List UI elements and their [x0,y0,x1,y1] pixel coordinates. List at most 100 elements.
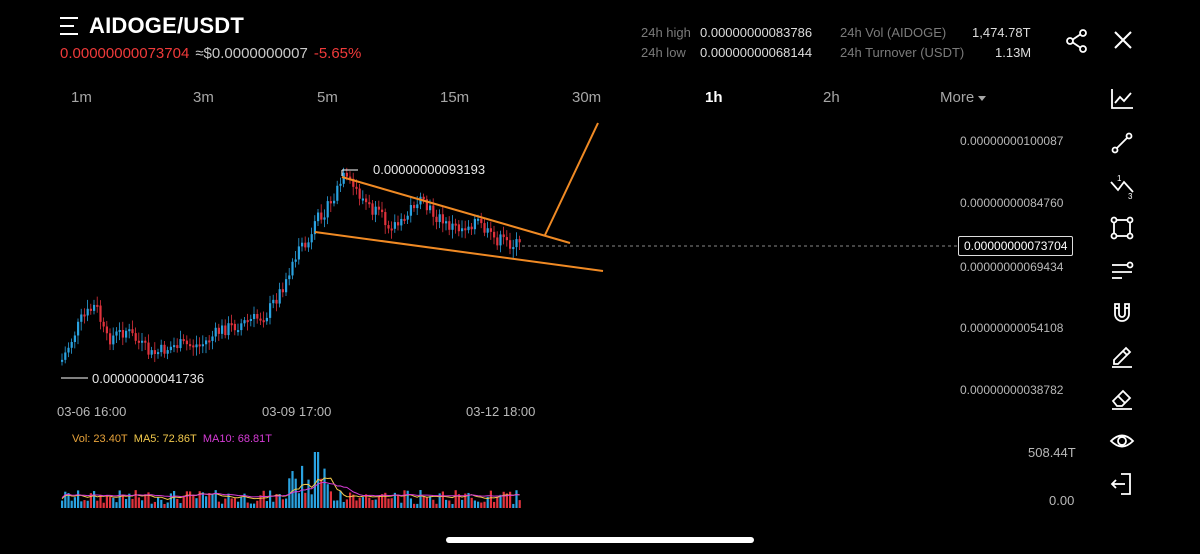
ma5-label: MA5: 72.86T [133,433,197,445]
candle [192,345,195,348]
eraser-icon[interactable] [1108,384,1136,412]
close-icon[interactable] [1112,29,1134,51]
candle [377,206,380,210]
candle [441,214,444,224]
candle [416,204,419,209]
parallel-lines-icon[interactable] [1108,256,1136,284]
candle [93,304,96,311]
y-tick: 0.00000000038782 [960,383,1064,397]
candle [480,218,483,224]
indicator-icon[interactable] [1108,85,1136,113]
candle [211,336,214,341]
candle [374,206,377,215]
tab-more-label: More [940,89,975,106]
volume-bar [493,501,496,508]
stat-low-label: 24h low [641,45,686,60]
candle [400,218,403,226]
candle [515,239,518,248]
menu-icon[interactable] [60,17,82,37]
candle [198,344,201,347]
volume-bar [483,501,486,508]
volume-bar [134,490,137,508]
tab-2h[interactable]: 2h [823,89,840,106]
volume-bar [169,493,172,508]
volume-bar [400,502,403,508]
candle [201,344,204,347]
volume-bar [249,503,252,508]
volume-bar [102,502,105,508]
candle [505,237,508,241]
candle [381,209,384,213]
volume-bar [150,503,153,508]
candle [496,237,499,246]
volume-bar [473,500,476,508]
volume-bar [64,491,67,508]
volume-bar [358,497,361,508]
candle [457,224,460,232]
volume-bar [109,497,112,508]
candle [304,242,307,248]
tab-30m[interactable]: 30m [572,89,602,106]
stat-low-value: 0.00000000068144 [700,45,813,60]
stat-vol-label: 24h Vol (AIDOGE) [840,25,947,40]
candle [320,212,323,220]
volume-bar [515,490,518,508]
low-annotation: 0.00000000041736 [92,371,205,386]
volume-bar [445,499,448,508]
eye-icon[interactable] [1108,427,1136,455]
candle [413,205,416,209]
volume-bar [480,502,483,508]
volume-bar [432,499,435,508]
trendline-icon[interactable] [1108,129,1136,157]
tab-more[interactable]: More [940,89,987,106]
exit-icon[interactable] [1108,470,1136,498]
volume-bar [451,503,454,508]
volume-bar [477,501,480,508]
volume-bar [368,497,371,508]
pencil-icon[interactable] [1108,342,1136,370]
candle [80,314,83,322]
share-icon[interactable] [1064,28,1090,54]
candle [499,234,502,246]
candle [163,344,166,354]
candle [153,350,156,354]
candle [464,228,467,231]
volume-bar [349,492,352,508]
volume-bar [285,498,288,508]
volume-bar [262,490,265,508]
pair-title[interactable]: AIDOGE/USDT [89,13,244,38]
candle [121,329,124,338]
vol-label: Vol: 23.40T [72,433,128,445]
tab-3m[interactable]: 3m [193,89,214,106]
volume-bars [61,452,521,508]
volume-bar [83,500,86,508]
candle [125,330,128,338]
rectangle-icon[interactable] [1108,214,1136,242]
candle [272,299,275,304]
candle [83,314,86,317]
tab-1h[interactable]: 1h [705,89,723,106]
volume-bar [361,497,364,508]
candle [64,352,67,360]
volume-bar [509,491,512,508]
magnet-icon[interactable] [1108,299,1136,327]
candle [291,261,294,276]
tab-5m[interactable]: 5m [317,89,338,106]
candle [387,225,390,229]
volume-bar [345,499,348,508]
lower-trendline [314,231,604,272]
candle [217,327,220,334]
candle [243,320,246,324]
y-tick: 0.00000000084760 [960,196,1064,210]
candle [227,323,230,336]
tab-1m[interactable]: 1m [71,89,92,106]
candle [205,340,208,345]
stat-vol-value: 1,474.78T [972,25,1031,40]
volume-bar [496,497,499,508]
volume-bar [89,493,92,508]
tab-15m[interactable]: 15m [440,89,470,106]
volume-bar [505,493,508,508]
volume-bar [499,494,502,508]
